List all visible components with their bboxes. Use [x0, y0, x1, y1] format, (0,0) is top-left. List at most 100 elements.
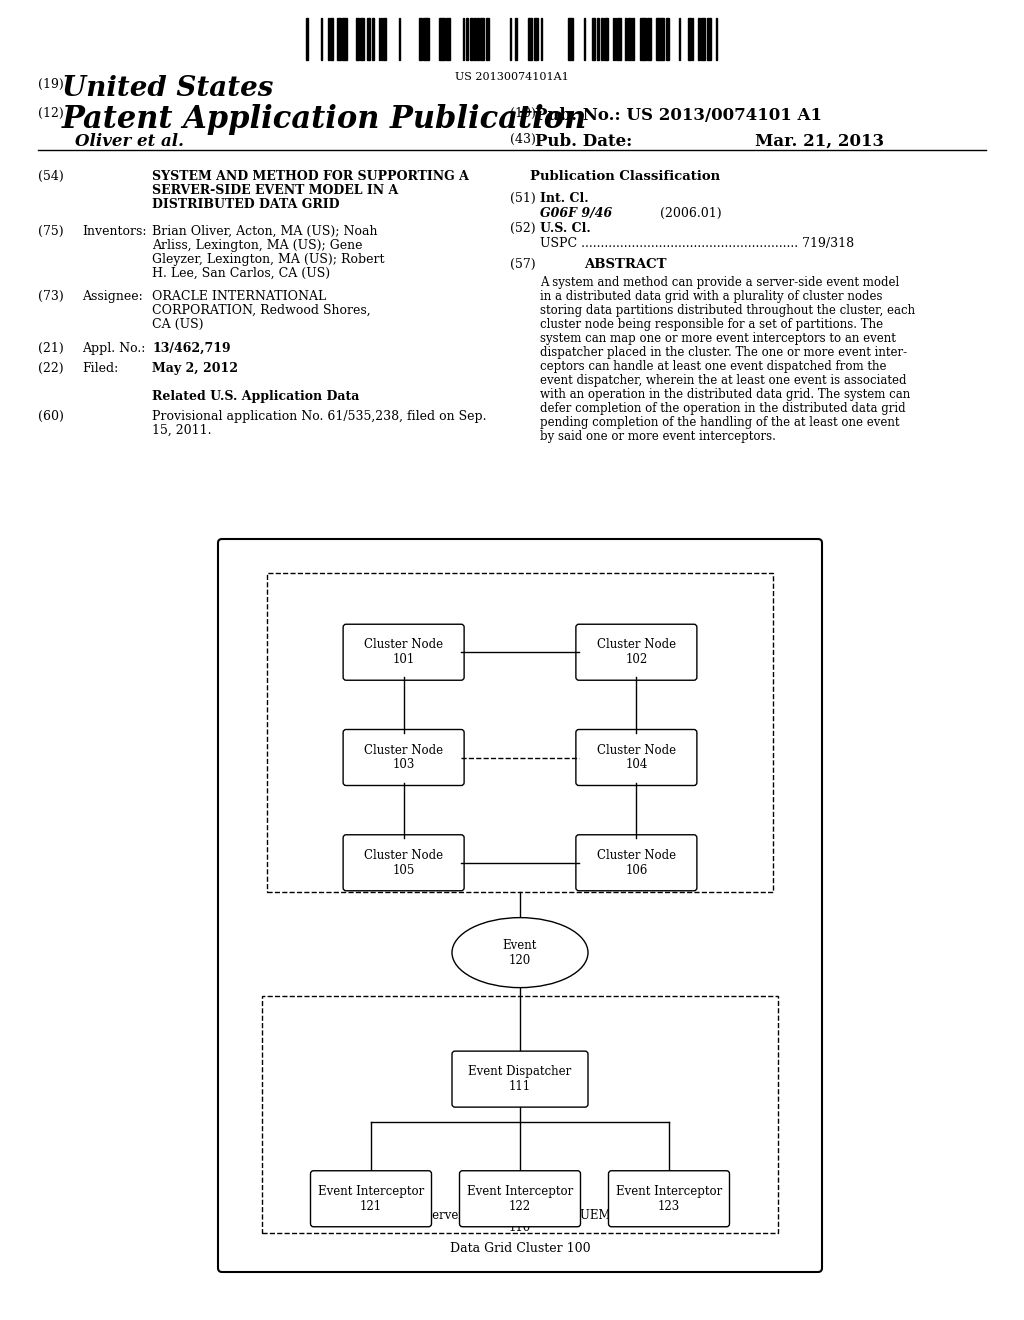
- Text: G06F 9/46: G06F 9/46: [540, 207, 612, 220]
- Bar: [632, 18, 634, 59]
- Bar: [480, 18, 484, 59]
- Text: in a distributed data grid with a plurality of cluster nodes: in a distributed data grid with a plural…: [540, 290, 883, 304]
- Text: system can map one or more event interceptors to an event: system can map one or more event interce…: [540, 333, 896, 345]
- Bar: [658, 18, 662, 59]
- Text: Cluster Node
106: Cluster Node 106: [597, 849, 676, 876]
- Text: Event Interceptor
121: Event Interceptor 121: [317, 1185, 424, 1213]
- Bar: [601, 18, 603, 59]
- Text: Cluster Node
105: Cluster Node 105: [365, 849, 443, 876]
- Text: (75): (75): [38, 224, 63, 238]
- Text: 13/462,719: 13/462,719: [152, 342, 230, 355]
- Bar: [477, 18, 479, 59]
- Bar: [439, 18, 441, 59]
- Bar: [662, 18, 664, 59]
- Text: with an operation in the distributed data grid. The system can: with an operation in the distributed dat…: [540, 388, 910, 401]
- Text: ABSTRACT: ABSTRACT: [584, 257, 667, 271]
- Text: Pub. Date:: Pub. Date:: [535, 133, 632, 150]
- Bar: [643, 18, 645, 59]
- Text: Event
120: Event 120: [503, 939, 538, 966]
- Text: (12): (12): [38, 107, 63, 120]
- Bar: [367, 18, 369, 59]
- Bar: [486, 18, 489, 59]
- Bar: [597, 18, 599, 59]
- Text: Publication Classification: Publication Classification: [530, 170, 720, 183]
- Text: Oliver et al.: Oliver et al.: [75, 133, 184, 150]
- Text: A system and method can provide a server-side event model: A system and method can provide a server…: [540, 276, 899, 289]
- Bar: [640, 18, 643, 59]
- Text: pending completion of the handling of the at least one event: pending completion of the handling of th…: [540, 416, 899, 429]
- Text: defer completion of the operation in the distributed data grid: defer completion of the operation in the…: [540, 403, 905, 414]
- Text: Cluster Node
102: Cluster Node 102: [597, 639, 676, 667]
- Text: 15, 2011.: 15, 2011.: [152, 424, 212, 437]
- Text: by said one or more event interceptors.: by said one or more event interceptors.: [540, 430, 776, 444]
- FancyBboxPatch shape: [460, 1171, 581, 1226]
- Text: Event Interceptor
122: Event Interceptor 122: [467, 1185, 573, 1213]
- Text: U.S. Cl.: U.S. Cl.: [540, 222, 591, 235]
- Ellipse shape: [452, 917, 588, 987]
- Text: Inventors:: Inventors:: [82, 224, 146, 238]
- Bar: [466, 18, 468, 59]
- Bar: [534, 18, 538, 59]
- Text: Int. Cl.: Int. Cl.: [540, 191, 589, 205]
- FancyBboxPatch shape: [343, 834, 464, 891]
- Bar: [423, 18, 427, 59]
- Text: SYSTEM AND METHOD FOR SUPPORTING A: SYSTEM AND METHOD FOR SUPPORTING A: [152, 170, 469, 183]
- Text: Pub. No.: US 2013/0074101 A1: Pub. No.: US 2013/0074101 A1: [535, 107, 822, 124]
- Text: (52): (52): [510, 222, 536, 235]
- Text: Event Dispatcher
111: Event Dispatcher 111: [468, 1065, 571, 1093]
- FancyBboxPatch shape: [343, 730, 464, 785]
- Text: dispatcher placed in the cluster. The one or more event inter-: dispatcher placed in the cluster. The on…: [540, 346, 907, 359]
- Bar: [267, 573, 773, 892]
- Bar: [592, 18, 595, 59]
- Text: USPC ........................................................ 719/318: USPC ...................................…: [540, 238, 854, 249]
- Text: Cluster Node
103: Cluster Node 103: [365, 743, 443, 771]
- Bar: [441, 18, 445, 59]
- Bar: [474, 18, 476, 59]
- Bar: [446, 18, 450, 59]
- Text: ORACLE INTERNATIONAL: ORACLE INTERNATIONAL: [152, 290, 327, 304]
- Bar: [698, 18, 700, 59]
- Text: Cluster Node
104: Cluster Node 104: [597, 743, 676, 771]
- Bar: [569, 18, 573, 59]
- Text: Event Interceptor
123: Event Interceptor 123: [615, 1185, 722, 1213]
- Bar: [628, 18, 631, 59]
- Text: (10): (10): [510, 107, 536, 120]
- FancyBboxPatch shape: [452, 1051, 588, 1107]
- FancyBboxPatch shape: [608, 1171, 729, 1226]
- Text: Patent Application Publication: Patent Application Publication: [62, 104, 587, 135]
- Bar: [625, 18, 627, 59]
- Bar: [470, 18, 473, 59]
- Bar: [306, 18, 308, 59]
- Text: Data Grid Cluster 100: Data Grid Cluster 100: [450, 1242, 590, 1254]
- Text: 110: 110: [509, 1221, 531, 1234]
- Text: Server-side Event Model (UEM): Server-side Event Model (UEM): [424, 1209, 615, 1222]
- Text: United States: United States: [62, 75, 273, 102]
- Bar: [656, 18, 658, 59]
- Text: Mar. 21, 2013: Mar. 21, 2013: [755, 133, 884, 150]
- Text: (60): (60): [38, 411, 63, 422]
- Text: ceptors can handle at least one event dispatched from the: ceptors can handle at least one event di…: [540, 360, 887, 374]
- Bar: [701, 18, 705, 59]
- Bar: [419, 18, 422, 59]
- Bar: [528, 18, 532, 59]
- FancyBboxPatch shape: [343, 624, 464, 680]
- Bar: [372, 18, 374, 59]
- Text: CA (US): CA (US): [152, 318, 204, 331]
- Bar: [360, 18, 364, 59]
- FancyBboxPatch shape: [310, 1171, 431, 1226]
- Text: Cluster Node
101: Cluster Node 101: [365, 639, 443, 667]
- Text: DISTRIBUTED DATA GRID: DISTRIBUTED DATA GRID: [152, 198, 340, 211]
- Bar: [647, 18, 651, 59]
- Text: (22): (22): [38, 362, 63, 375]
- Text: Brian Oliver, Acton, MA (US); Noah: Brian Oliver, Acton, MA (US); Noah: [152, 224, 378, 238]
- Bar: [707, 18, 711, 59]
- Text: (51): (51): [510, 191, 536, 205]
- Text: Gleyzer, Lexington, MA (US); Robert: Gleyzer, Lexington, MA (US); Robert: [152, 253, 384, 267]
- Text: cluster node being responsible for a set of partitions. The: cluster node being responsible for a set…: [540, 318, 883, 331]
- Text: (54): (54): [38, 170, 63, 183]
- Bar: [604, 18, 607, 59]
- Text: (43): (43): [510, 133, 536, 147]
- Bar: [343, 18, 347, 59]
- Text: CORPORATION, Redwood Shores,: CORPORATION, Redwood Shores,: [152, 304, 371, 317]
- Bar: [330, 18, 333, 59]
